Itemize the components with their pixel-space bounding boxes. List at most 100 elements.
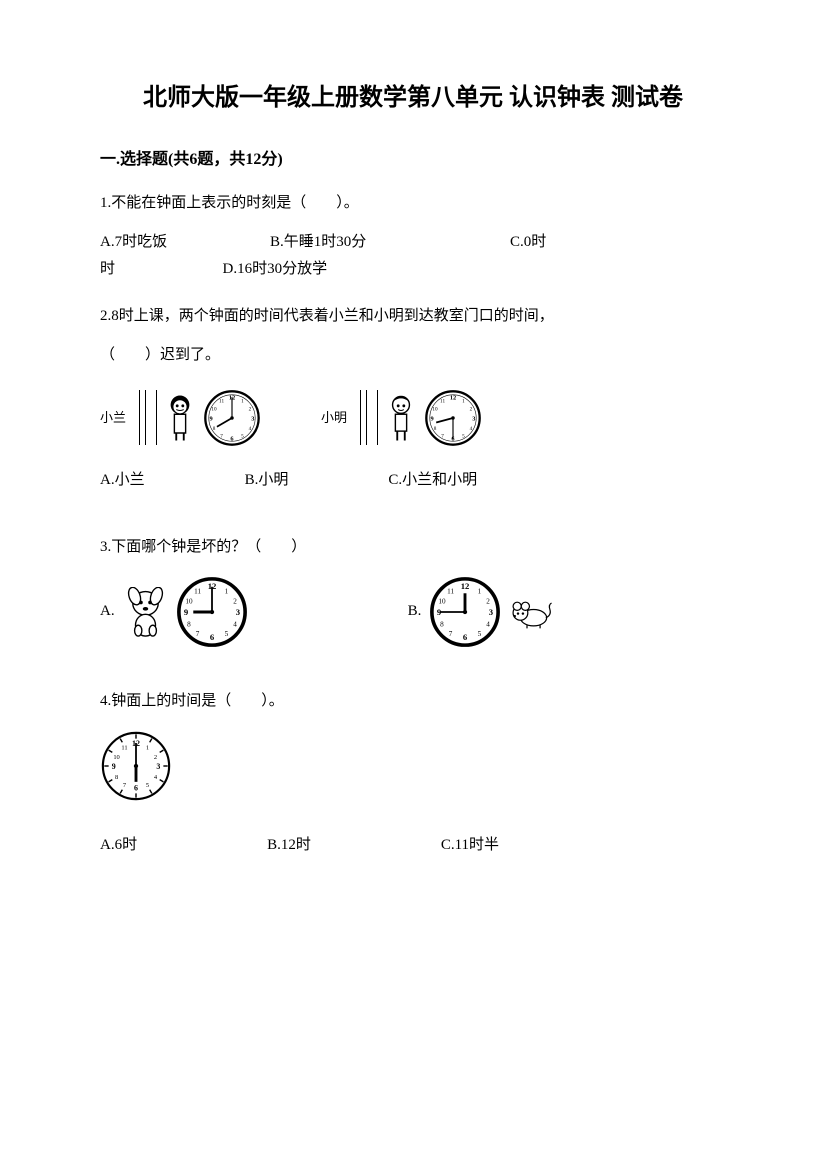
svg-text:1: 1 <box>241 398 244 404</box>
q1-options: A.7时吃饭 B.午睡1时30分 C.0时 时 D.16时30分放学 <box>100 229 726 283</box>
svg-text:8: 8 <box>115 774 118 781</box>
svg-text:1: 1 <box>224 587 228 595</box>
svg-text:2: 2 <box>154 754 157 761</box>
door-icon <box>139 390 157 445</box>
clock-icon: 12 1 2 3 4 5 6 7 8 9 10 11 <box>203 389 261 447</box>
question-1: 1.不能在钟面上表示的时刻是（ ）。 A.7时吃饭 B.午睡1时30分 C.0时… <box>100 190 726 283</box>
svg-text:3: 3 <box>156 762 160 771</box>
q4-option-b: B.12时 <box>267 832 311 859</box>
q4-option-a: A.6时 <box>100 832 137 859</box>
door-icon <box>360 390 378 445</box>
svg-text:10: 10 <box>211 406 217 412</box>
q2-options: A.小兰 B.小明 C.小兰和小明 <box>100 467 726 494</box>
svg-text:5: 5 <box>146 782 149 789</box>
q3-options: A. 12 1 2 3 4 5 6 7 <box>100 576 726 648</box>
svg-text:11: 11 <box>447 587 454 595</box>
svg-text:10: 10 <box>432 406 438 412</box>
q3-option-b: B. 12 1 2 3 4 5 6 7 8 9 10 11 <box>408 576 555 648</box>
svg-text:10: 10 <box>113 754 119 761</box>
svg-text:1: 1 <box>146 744 149 751</box>
dog-icon <box>123 587 168 637</box>
svg-text:3: 3 <box>235 607 240 617</box>
svg-text:1: 1 <box>478 587 482 595</box>
svg-text:9: 9 <box>210 415 213 422</box>
svg-text:8: 8 <box>187 620 191 628</box>
clock-icon: 12 1 2 3 4 5 6 7 8 9 10 11 <box>429 576 501 648</box>
q2-xiaolan-group: 小兰 12 1 2 3 4 5 6 <box>100 389 261 447</box>
q2-label-lan: 小兰 <box>100 406 126 429</box>
clock-icon: 12 1 2 3 4 5 6 7 8 9 10 11 <box>424 389 482 447</box>
svg-text:4: 4 <box>470 426 473 432</box>
svg-text:3: 3 <box>489 607 494 617</box>
q4-options: A.6时 B.12时 C.11时半 <box>100 832 726 859</box>
svg-text:9: 9 <box>112 762 116 771</box>
svg-text:6: 6 <box>134 783 138 792</box>
q4-text: 4.钟面上的时间是（ ）。 <box>100 688 726 715</box>
q1-option-c: C.0时 <box>510 229 546 256</box>
student-girl-icon <box>165 393 195 443</box>
svg-text:9: 9 <box>184 607 188 617</box>
question-2: 2.8时上课，两个钟面的时间代表着小兰和小明到达教室门口的时间， （ ）迟到了。… <box>100 303 726 494</box>
q1-option-d: D.16时30分放学 <box>223 261 328 277</box>
q2-label-ming: 小明 <box>321 406 347 429</box>
q2-option-b: B.小明 <box>245 467 289 494</box>
svg-text:11: 11 <box>194 587 201 595</box>
q1-text: 1.不能在钟面上表示的时刻是（ ）。 <box>100 190 726 217</box>
svg-text:6: 6 <box>463 632 468 642</box>
svg-text:1: 1 <box>462 398 465 404</box>
q2-option-c: C.小兰和小明 <box>388 467 477 494</box>
svg-text:6: 6 <box>230 435 233 442</box>
svg-text:8: 8 <box>441 620 445 628</box>
q1-option-b: B.午睡1时30分 <box>270 229 500 256</box>
svg-text:12: 12 <box>461 581 470 591</box>
svg-text:2: 2 <box>487 597 491 605</box>
question-4: 4.钟面上的时间是（ ）。 12 1 2 3 4 <box>100 688 726 859</box>
mouse-icon <box>509 587 554 637</box>
q1-option-a: A.7时吃饭 <box>100 229 260 256</box>
svg-text:8: 8 <box>213 426 216 432</box>
svg-text:12: 12 <box>450 394 456 401</box>
exam-title: 北师大版一年级上册数学第八单元 认识钟表 测试卷 <box>100 80 726 116</box>
svg-text:4: 4 <box>249 426 252 432</box>
q3-option-a: A. 12 1 2 3 4 5 6 7 <box>100 576 248 648</box>
section-1-header: 一.选择题(共6题，共12分) <box>100 146 726 175</box>
svg-text:7: 7 <box>441 434 444 440</box>
student-boy-icon <box>386 393 416 443</box>
svg-text:6: 6 <box>209 632 214 642</box>
svg-text:11: 11 <box>440 398 445 404</box>
svg-text:2: 2 <box>233 597 237 605</box>
q2-option-a: A.小兰 <box>100 467 145 494</box>
q4-option-c: C.11时半 <box>441 832 499 859</box>
svg-text:5: 5 <box>478 630 482 638</box>
q2-text2: （ ）迟到了。 <box>100 342 726 369</box>
svg-text:9: 9 <box>431 415 434 422</box>
svg-text:3: 3 <box>251 415 254 422</box>
svg-text:5: 5 <box>241 434 244 440</box>
svg-text:4: 4 <box>233 620 237 628</box>
q2-xiaoming-group: 小明 12 1 2 3 4 5 6 <box>321 389 482 447</box>
q1-option-c-cont: 时 <box>100 261 115 277</box>
svg-text:2: 2 <box>470 406 473 412</box>
svg-text:7: 7 <box>195 630 199 638</box>
clock-icon: 12 1 2 3 4 5 6 7 8 9 10 11 <box>176 576 248 648</box>
svg-text:10: 10 <box>185 597 193 605</box>
q4-clock-wrapper: 12 1 2 3 4 5 6 7 8 9 10 11 <box>100 730 726 812</box>
svg-text:4: 4 <box>487 620 491 628</box>
svg-text:7: 7 <box>449 630 453 638</box>
q2-images: 小兰 12 1 2 3 4 5 6 <box>100 389 726 447</box>
svg-text:11: 11 <box>219 398 224 404</box>
svg-text:5: 5 <box>224 630 228 638</box>
svg-text:3: 3 <box>472 415 475 422</box>
svg-text:11: 11 <box>121 744 127 751</box>
q3-text: 3.下面哪个钟是坏的？（ ） <box>100 534 726 561</box>
svg-text:2: 2 <box>249 406 252 412</box>
svg-text:8: 8 <box>434 426 437 432</box>
q3-opt-a-label: A. <box>100 598 115 625</box>
svg-text:10: 10 <box>439 597 447 605</box>
clock-icon: 12 1 2 3 4 5 6 7 8 9 10 11 <box>100 730 172 802</box>
q3-opt-b-label: B. <box>408 598 422 625</box>
svg-text:5: 5 <box>462 434 465 440</box>
question-3: 3.下面哪个钟是坏的？（ ） A. 12 1 2 3 4 <box>100 534 726 648</box>
q2-text: 2.8时上课，两个钟面的时间代表着小兰和小明到达教室门口的时间， <box>100 303 726 330</box>
svg-text:7: 7 <box>220 434 223 440</box>
